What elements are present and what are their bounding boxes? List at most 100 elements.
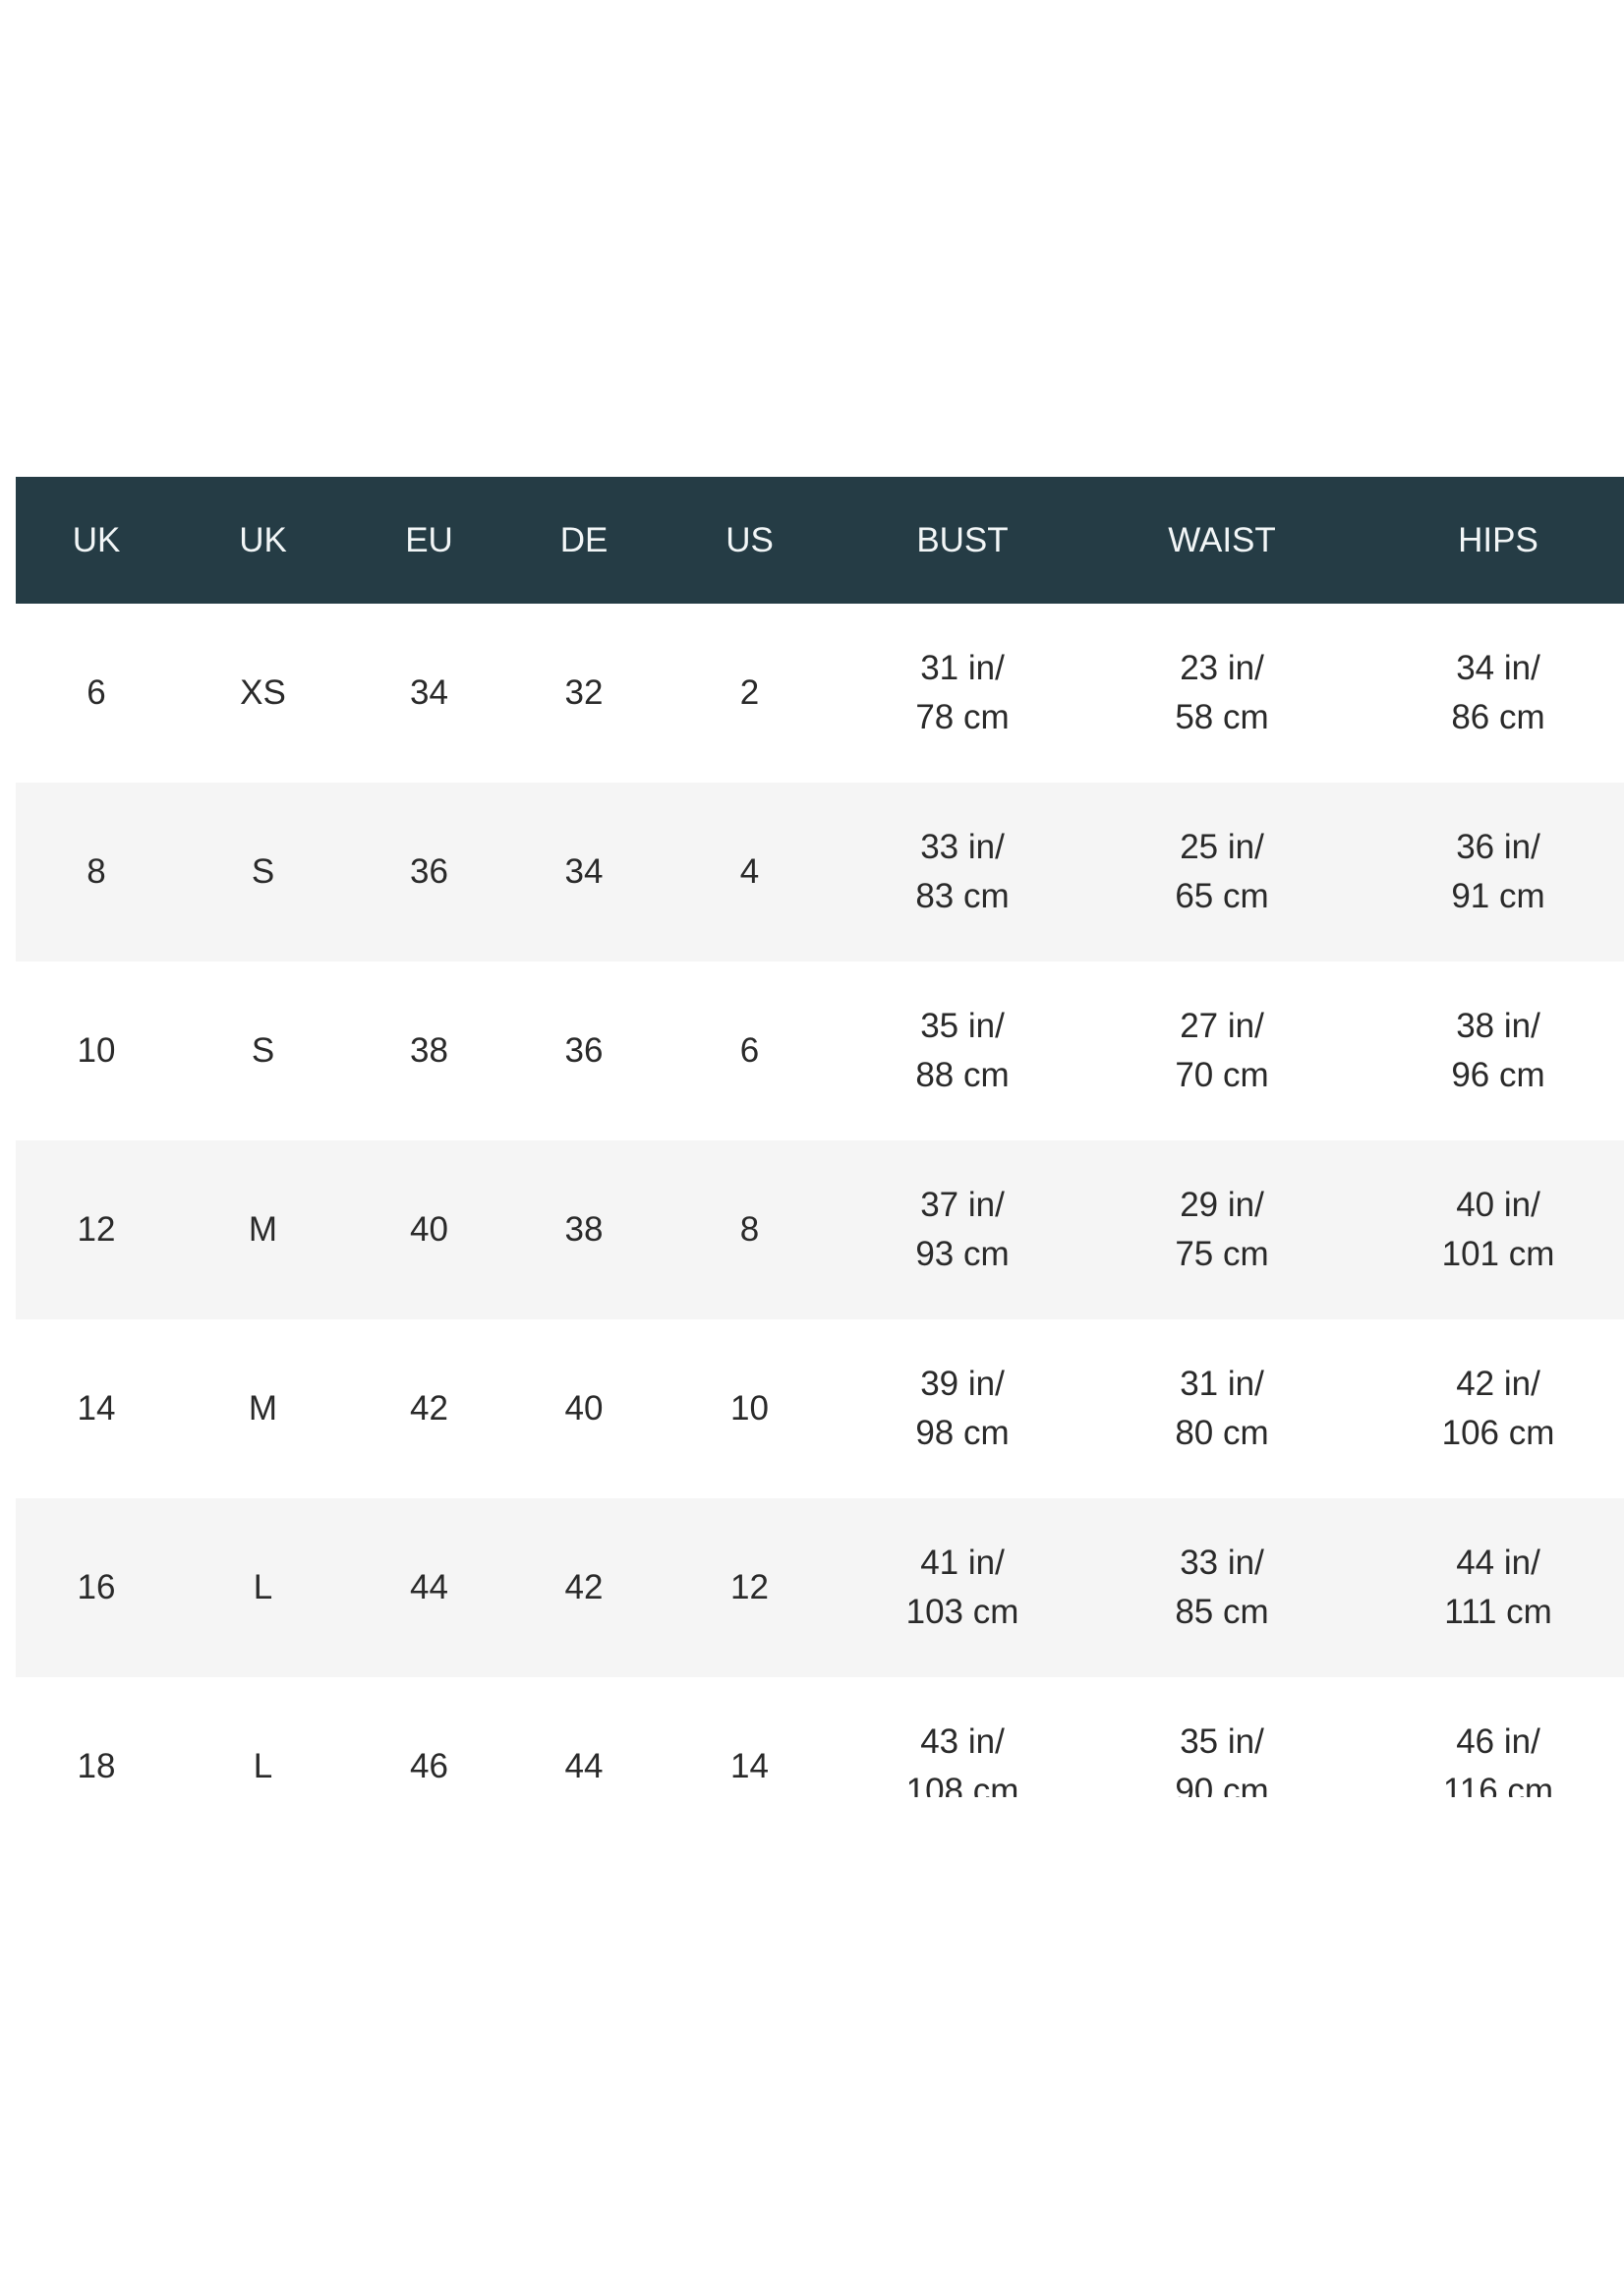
- inch-value: 38 in/: [1456, 1007, 1540, 1045]
- inch-value: 37 in/: [920, 1186, 1005, 1224]
- cell-hips: 44 in/111 cm: [1360, 1539, 1624, 1637]
- cell-uk: 6: [87, 673, 106, 712]
- inch-value: 34 in/: [1456, 649, 1540, 687]
- inch-value: 33 in/: [1180, 1544, 1264, 1582]
- cm-value: 111 cm: [1444, 1593, 1552, 1631]
- cell-waist: 29 in/75 cm: [1084, 1181, 1360, 1279]
- cell-eu: 34: [410, 673, 448, 712]
- table-row: 14 M 42 40 10 39 in/98 cm 31 in/80 cm 42 in/106…: [16, 1319, 1624, 1498]
- cell-eu: 36: [410, 852, 448, 891]
- cell-uk-letter: M: [248, 1389, 278, 1428]
- header-bust: BUST: [916, 520, 1009, 559]
- cell-uk-letter: XS: [240, 673, 286, 712]
- cell-bust: 33 in/83 cm: [841, 823, 1084, 921]
- cell-us: 12: [730, 1568, 769, 1606]
- cell-uk: 14: [77, 1389, 116, 1428]
- cell-uk-letter: M: [248, 1210, 278, 1249]
- cell-uk: 10: [77, 1031, 116, 1070]
- cm-value: 98 cm: [915, 1414, 1010, 1452]
- cell-bust: 37 in/93 cm: [841, 1181, 1084, 1279]
- cm-value: 93 cm: [915, 1235, 1010, 1273]
- cell-waist: 31 in/80 cm: [1084, 1360, 1360, 1458]
- inch-value: 27 in/: [1180, 1007, 1264, 1045]
- inch-value: 31 in/: [1180, 1365, 1264, 1403]
- cell-us: 6: [739, 1031, 760, 1070]
- cell-waist: 23 in/58 cm: [1084, 644, 1360, 742]
- inch-value: 23 in/: [1180, 649, 1264, 687]
- inch-value: 42 in/: [1456, 1365, 1540, 1403]
- table-row: 18 L 46 44 14 43 in/108 cm 35 in/90 cm 46 in/11…: [16, 1677, 1624, 1797]
- cell-uk-letter: L: [253, 1747, 273, 1785]
- cell-de: 32: [564, 673, 604, 712]
- cell-de: 42: [564, 1568, 604, 1606]
- inch-value: 43 in/: [920, 1722, 1005, 1761]
- cell-hips: 36 in/91 cm: [1360, 823, 1624, 921]
- table-row: 8 S 36 34 4 33 in/83 cm 25 in/65 cm 36 in/91 cm: [16, 783, 1624, 962]
- cell-us: 10: [730, 1389, 769, 1428]
- inch-value: 35 in/: [920, 1007, 1005, 1045]
- cm-value: 83 cm: [915, 877, 1010, 915]
- cell-bust: 35 in/88 cm: [841, 1002, 1084, 1100]
- header-us: US: [725, 520, 774, 559]
- cm-value: 108 cm: [905, 1772, 1019, 1797]
- cell-eu: 42: [410, 1389, 448, 1428]
- cell-waist: 27 in/70 cm: [1084, 1002, 1360, 1100]
- cm-value: 85 cm: [1175, 1593, 1269, 1631]
- cell-eu: 46: [410, 1747, 448, 1785]
- cell-eu: 38: [410, 1031, 448, 1070]
- cm-value: 80 cm: [1175, 1414, 1269, 1452]
- header-hips: HIPS: [1458, 520, 1538, 559]
- size-chart-table: UK UK EU DE US BUST WAIST HIPS 6 XS 34 32 2 3…: [16, 477, 1624, 1797]
- table-header: UK UK EU DE US BUST WAIST HIPS: [16, 477, 1624, 604]
- cell-bust: 41 in/103 cm: [841, 1539, 1084, 1637]
- cm-value: 101 cm: [1441, 1235, 1555, 1273]
- cell-waist: 35 in/90 cm: [1084, 1718, 1360, 1797]
- cm-value: 78 cm: [915, 698, 1010, 736]
- cell-us: 2: [739, 673, 760, 712]
- cm-value: 96 cm: [1451, 1056, 1545, 1094]
- cm-value: 106 cm: [1441, 1414, 1555, 1452]
- cell-hips: 40 in/101 cm: [1360, 1181, 1624, 1279]
- cell-de: 36: [564, 1031, 604, 1070]
- cell-de: 44: [564, 1747, 604, 1785]
- cell-uk: 18: [77, 1747, 116, 1785]
- table-row: 6 XS 34 32 2 31 in/78 cm 23 in/58 cm 34 in/86 c…: [16, 604, 1624, 783]
- cm-value: 91 cm: [1451, 877, 1545, 915]
- cm-value: 88 cm: [915, 1056, 1010, 1094]
- table-row: 12 M 40 38 8 37 in/93 cm 29 in/75 cm 40 in/101 …: [16, 1140, 1624, 1319]
- cell-hips: 38 in/96 cm: [1360, 1002, 1624, 1100]
- cm-value: 86 cm: [1451, 698, 1545, 736]
- header-eu: EU: [405, 520, 453, 559]
- cell-uk-letter: S: [251, 1031, 275, 1070]
- cell-hips: 34 in/86 cm: [1360, 644, 1624, 742]
- inch-value: 25 in/: [1180, 828, 1264, 866]
- cell-de: 38: [564, 1210, 604, 1249]
- cm-value: 65 cm: [1175, 877, 1269, 915]
- cell-us: 8: [739, 1210, 760, 1249]
- header-de: DE: [559, 520, 609, 559]
- cm-value: 116 cm: [1442, 1772, 1554, 1797]
- cell-bust: 39 in/98 cm: [841, 1360, 1084, 1458]
- header-waist: WAIST: [1168, 520, 1276, 559]
- cm-value: 70 cm: [1175, 1056, 1269, 1094]
- cell-hips: 42 in/106 cm: [1360, 1360, 1624, 1458]
- cm-value: 90 cm: [1175, 1772, 1269, 1797]
- inch-value: 35 in/: [1180, 1722, 1264, 1761]
- inch-value: 36 in/: [1456, 828, 1540, 866]
- cell-us: 4: [739, 852, 760, 891]
- cell-us: 14: [730, 1747, 769, 1785]
- table-row: 16 L 44 42 12 41 in/103 cm 33 in/85 cm 44 in/11…: [16, 1498, 1624, 1677]
- cm-value: 103 cm: [905, 1593, 1019, 1631]
- inch-value: 44 in/: [1456, 1544, 1540, 1582]
- inch-value: 41 in/: [920, 1544, 1005, 1582]
- cell-eu: 40: [410, 1210, 448, 1249]
- inch-value: 46 in/: [1456, 1722, 1540, 1761]
- header-uk: UK: [72, 520, 121, 559]
- cell-waist: 25 in/65 cm: [1084, 823, 1360, 921]
- cell-eu: 44: [410, 1568, 448, 1606]
- cell-waist: 33 in/85 cm: [1084, 1539, 1360, 1637]
- header-uk-letter: UK: [239, 520, 287, 559]
- table-row: 10 S 38 36 6 35 in/88 cm 27 in/70 cm 38 in/96 c…: [16, 962, 1624, 1140]
- cell-uk-letter: L: [253, 1568, 273, 1606]
- inch-value: 40 in/: [1456, 1186, 1540, 1224]
